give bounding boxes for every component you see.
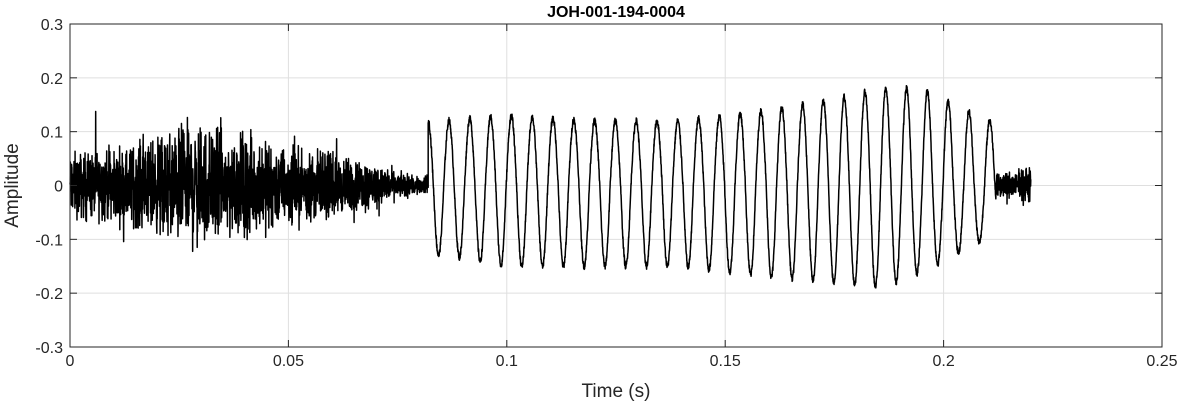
- y-tick-label: 0.1: [41, 125, 63, 142]
- ticks: [69, 23, 1163, 348]
- x-tick-label: 0.25: [1146, 353, 1177, 370]
- y-tick-label: 0: [54, 179, 63, 196]
- x-tick-label: 0.1: [496, 353, 518, 370]
- x-tick-label: 0.05: [273, 353, 304, 370]
- x-tick-label: 0.2: [932, 353, 954, 370]
- x-tick-labels: 0 0.05 0.1 0.15 0.2 0.25: [66, 353, 1178, 370]
- y-tick-label: -0.2: [35, 286, 63, 303]
- y-tick-label: 0.2: [41, 71, 63, 88]
- plot-area: [69, 84, 1032, 289]
- x-tick-label: 0: [66, 353, 75, 370]
- y-axis-label: Amplitude: [2, 143, 23, 228]
- y-tick-label: -0.1: [35, 232, 63, 249]
- x-tick-label: 0.15: [710, 353, 741, 370]
- series-line: [69, 84, 1032, 289]
- y-tick-labels: -0.3 -0.2 -0.1 0 0.1 0.2 0.3: [35, 17, 63, 357]
- y-tick-label: -0.3: [35, 340, 63, 357]
- chart-title: JOH-001-194-0004: [547, 4, 685, 21]
- y-tick-label: 0.3: [41, 17, 63, 34]
- x-axis-label: Time (s): [582, 381, 651, 402]
